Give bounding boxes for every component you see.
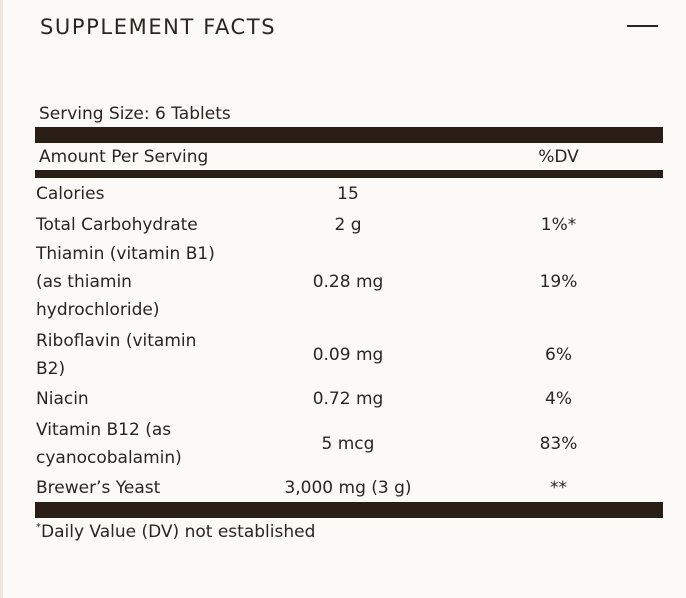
nutrient-name: Riboflavin (vitamin B2)	[36, 327, 196, 383]
table-row: Vitamin B12 (as cyanocobalamin) 5 mcg 83%	[0, 416, 686, 472]
nutrient-dv: 4%	[545, 389, 572, 409]
nutrient-name-line: Total Carbohydrate	[36, 215, 198, 235]
table-row: Niacin 0.72 mg 4%	[0, 385, 686, 413]
divider-bar	[35, 127, 663, 143]
table-row: Total Carbohydrate 2 g 1%*	[0, 211, 686, 239]
nutrient-name: Total Carbohydrate	[36, 211, 198, 239]
nutrient-amount: 0.09 mg	[312, 345, 384, 365]
nutrient-name-line: Vitamin B12 (as	[36, 420, 172, 440]
nutrient-name-line: Calories	[36, 184, 105, 204]
nutrient-name-line: (as thiamin	[36, 272, 132, 292]
nutrient-name: Niacin	[36, 385, 89, 413]
nutrient-dv: 19%	[539, 272, 578, 292]
table-row: Calories 15	[0, 180, 686, 208]
minus-icon	[627, 25, 658, 27]
nutrient-name-line: B2)	[36, 359, 66, 379]
table-row: Brewer’s Yeast 3,000 mg (3 g) **	[0, 474, 686, 502]
divider-bar	[35, 170, 663, 178]
table-row: Riboflavin (vitamin B2) 0.09 mg 6%	[0, 327, 686, 383]
nutrient-dv: 6%	[545, 345, 572, 365]
nutrient-amount: 2 g	[334, 215, 362, 235]
dv-header: %DV	[538, 147, 579, 167]
table-row: Thiamin (vitamin B1) (as thiamin hydrochlo…	[0, 240, 686, 324]
footnote-marker: *	[36, 522, 41, 533]
nutrient-name-line: Brewer’s Yeast	[36, 478, 161, 498]
nutrient-name-line: cyanocobalamin)	[36, 448, 182, 468]
nutrient-name: Vitamin B12 (as cyanocobalamin)	[36, 416, 182, 472]
nutrient-dv: **	[550, 478, 567, 498]
serving-size: Serving Size: 6 Tablets	[39, 104, 231, 124]
nutrient-name-line: hydrochloride)	[36, 300, 160, 320]
nutrient-name-line: Thiamin (vitamin B1)	[36, 244, 215, 264]
divider-bar	[35, 502, 663, 518]
nutrient-name: Brewer’s Yeast	[36, 474, 160, 502]
nutrient-dv: 83%	[539, 434, 578, 454]
amount-per-serving-header: Amount Per Serving	[39, 147, 209, 167]
nutrient-name-line: Riboflavin (vitamin	[36, 331, 197, 351]
panel-title: SUPPLEMENT FACTS	[40, 15, 277, 39]
footnote: *Daily Value (DV) not established	[36, 522, 315, 542]
nutrient-amount: 15	[337, 184, 359, 204]
nutrient-name: Thiamin (vitamin B1) (as thiamin hydrochlo…	[36, 240, 215, 324]
nutrient-amount: 3,000 mg (3 g)	[284, 478, 412, 498]
nutrient-amount: 0.28 mg	[312, 272, 384, 292]
collapse-button[interactable]	[624, 14, 664, 40]
nutrient-amount: 5 mcg	[321, 434, 375, 454]
footnote-text: Daily Value (DV) not established	[41, 522, 316, 542]
nutrient-dv: 1%*	[540, 215, 577, 235]
nutrient-name: Calories	[36, 180, 104, 208]
panel-border	[0, 0, 3, 598]
nutrient-name-line: Niacin	[36, 389, 89, 409]
nutrient-amount: 0.72 mg	[312, 389, 384, 409]
